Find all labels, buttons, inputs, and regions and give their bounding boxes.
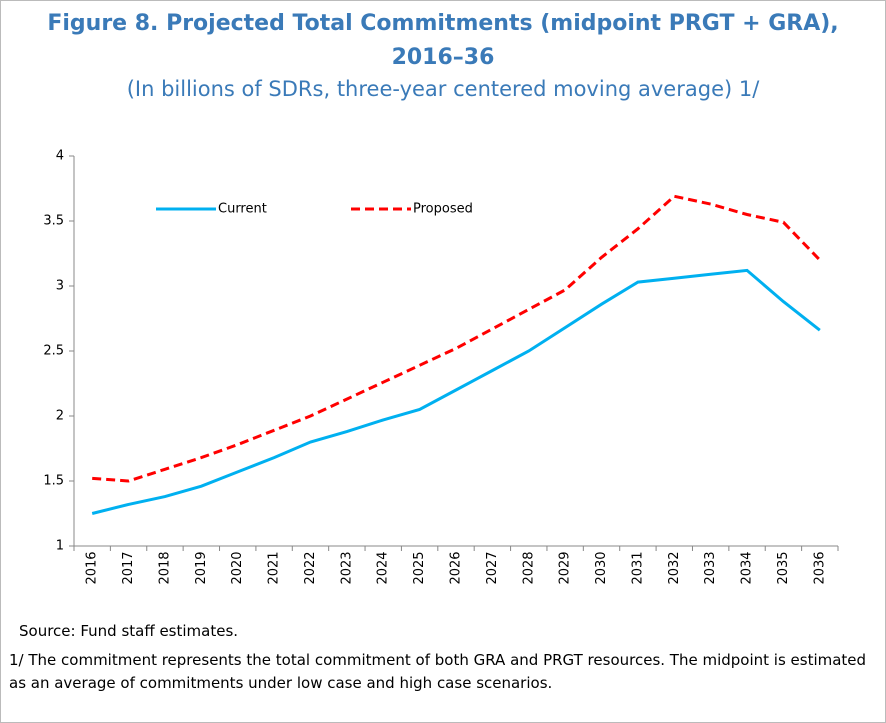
- y-tick-label: 3: [56, 279, 64, 294]
- x-tick-label: 2016: [85, 551, 100, 584]
- x-tick-label: 2029: [558, 551, 573, 584]
- x-tick-label: 2020: [230, 551, 245, 584]
- legend-label: Current: [218, 202, 267, 217]
- x-tick-label: 2017: [121, 551, 136, 584]
- x-tick-label: 2032: [667, 551, 682, 584]
- y-tick-label: 4: [56, 149, 64, 164]
- y-tick-label: 2.5: [43, 344, 64, 359]
- x-tick-label: 2027: [485, 551, 500, 584]
- x-tick-label: 2018: [157, 551, 172, 584]
- legend-label: Proposed: [413, 202, 473, 217]
- x-tick-label: 2033: [703, 551, 718, 584]
- chart-title: Figure 8. Projected Total Commitments (m…: [47, 11, 839, 70]
- x-tick-label: 2028: [521, 551, 536, 584]
- x-tick-label: 2023: [339, 551, 354, 584]
- x-tick-label: 2036: [812, 551, 827, 584]
- series-line: [91, 268, 821, 515]
- footnote: 1/ The commitment represents the total c…: [9, 651, 867, 692]
- y-tick-label: 3.5: [43, 214, 64, 229]
- x-tick-label: 2025: [412, 551, 427, 584]
- x-tick-label: 2021: [267, 551, 282, 584]
- x-tick-label: 2031: [630, 551, 645, 584]
- source-note: Source: Fund staff estimates.: [19, 622, 239, 640]
- x-tick-label: 2030: [594, 551, 609, 584]
- x-tick-label: 2026: [449, 551, 464, 584]
- x-tick-label: 2022: [303, 551, 318, 584]
- y-tick-label: 2: [56, 409, 64, 424]
- y-tick-label: 1.5: [43, 474, 64, 489]
- x-tick-label: 2024: [376, 551, 391, 584]
- x-tick-label: 2019: [194, 551, 209, 584]
- x-tick-label: 2035: [776, 551, 791, 584]
- chart-subtitle: (In billions of SDRs, three-year centere…: [126, 77, 760, 101]
- y-tick-label: 1: [56, 539, 64, 554]
- series-line: [92, 194, 821, 483]
- x-tick-label: 2034: [740, 551, 755, 584]
